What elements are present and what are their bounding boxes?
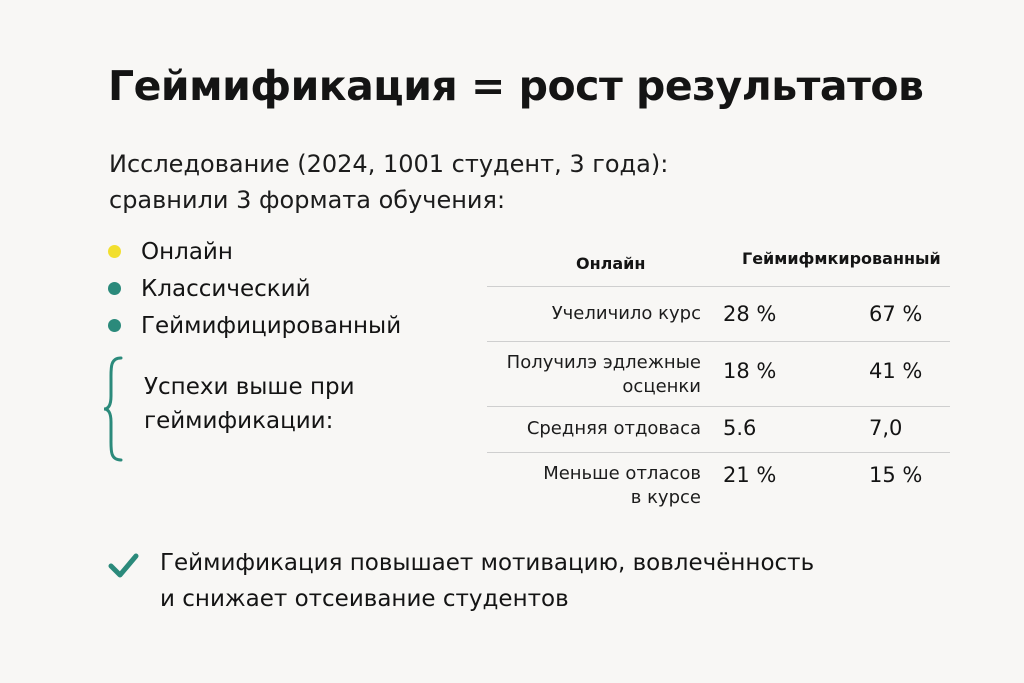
row-label-line-2: осценки xyxy=(622,376,701,397)
row-label-line-1: Получилэ эдлежные xyxy=(506,352,701,373)
online-value: 5.6 xyxy=(723,416,757,440)
gamified-value: 67 % xyxy=(869,302,923,326)
conclusion: Геймификация повышает мотивацию, вовлечё… xyxy=(160,545,814,617)
row-label: Учеличило курс xyxy=(552,302,701,326)
table-row: Меньше отласов в курсе 21 % 15 % xyxy=(487,453,950,515)
row-label: Меньше отласов в курсе xyxy=(543,462,701,510)
table-header: Онлайн Геймифмкированный xyxy=(487,240,950,287)
column-header-online: Онлайн xyxy=(576,254,646,273)
online-value: 28 % xyxy=(723,302,777,326)
legend-label: Геймифицированный xyxy=(141,312,402,339)
study-description-line-1: Исследование (2024, 1001 студент, 3 года… xyxy=(109,150,669,178)
study-description-line-2: сравнили 3 формата обучения: xyxy=(109,186,506,214)
results-table: Онлайн Геймифмкированный Учеличило курс … xyxy=(487,240,950,515)
legend-item-online: Онлайн xyxy=(108,233,401,270)
conclusion-line-1: Геймификация повышает мотивацию, вовлечё… xyxy=(160,550,815,576)
conclusion-line-2: и снижает отсеивание студентов xyxy=(160,586,569,612)
gamified-value: 7,0 xyxy=(869,416,903,440)
row-label-line-1: Учеличило курс xyxy=(551,303,701,324)
online-value: 18 % xyxy=(723,359,777,383)
success-note: Успехи выше при геймификации: xyxy=(144,370,355,438)
row-label-line-1: Средняя отдоваса xyxy=(526,418,701,439)
table-row: Средняя отдоваса 5.6 7,0 xyxy=(487,407,950,453)
table-row: Получилэ эдлежные осценки 18 % 41 % xyxy=(487,342,950,407)
page-title: Геймификация = рост результатов xyxy=(108,62,924,110)
row-label-line-1: Меньше отласов xyxy=(543,463,701,484)
row-label-line-2: в курсе xyxy=(630,487,701,508)
row-label: Получилэ эдлежные осценки xyxy=(507,351,701,399)
legend-item-gamified: Геймифицированный xyxy=(108,307,401,344)
format-legend: Онлайн Классический Геймифицированный xyxy=(108,233,401,344)
curly-brace-icon xyxy=(103,356,123,462)
legend-label: Онлайн xyxy=(141,238,233,265)
column-header-gamified: Геймифмкированный xyxy=(742,249,941,268)
row-label: Средняя отдоваса xyxy=(527,417,701,441)
check-icon xyxy=(108,553,139,578)
legend-item-classic: Классический xyxy=(108,270,401,307)
yellow-dot-icon xyxy=(108,245,121,258)
teal-dot-icon xyxy=(108,282,121,295)
online-value: 21 % xyxy=(723,463,777,487)
gamified-value: 41 % xyxy=(869,359,923,383)
study-description: Исследование (2024, 1001 студент, 3 года… xyxy=(109,146,668,218)
success-note-line-1: Успехи выше при xyxy=(144,374,355,400)
table-row: Учеличило курс 28 % 67 % xyxy=(487,287,950,342)
legend-label: Классический xyxy=(141,275,311,302)
success-note-line-2: геймификации: xyxy=(144,408,334,434)
gamified-value: 15 % xyxy=(869,463,923,487)
teal-dot-icon xyxy=(108,319,121,332)
